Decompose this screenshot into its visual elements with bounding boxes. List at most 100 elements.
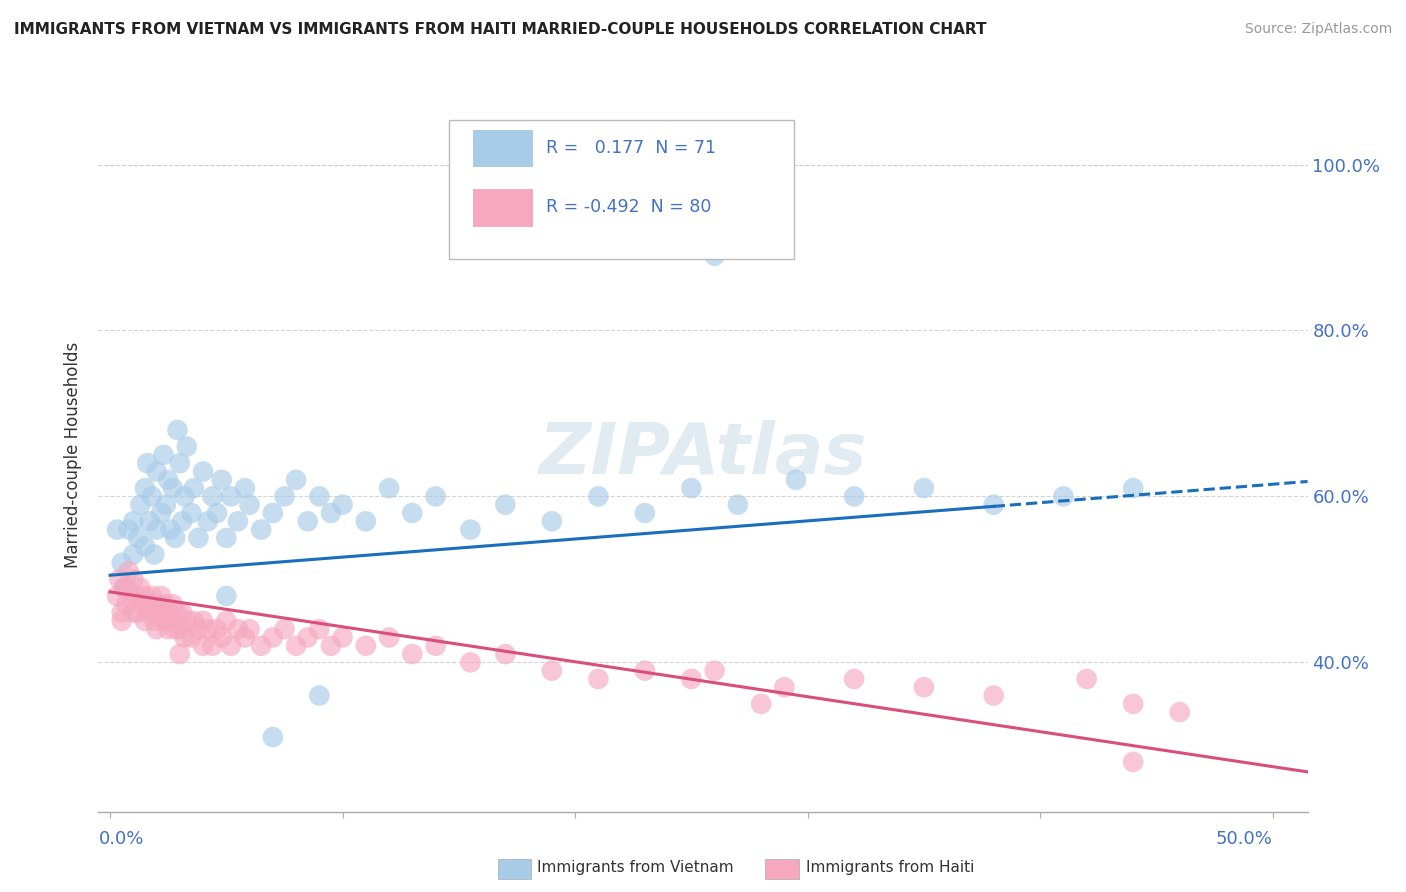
Point xyxy=(145,606,167,620)
Point xyxy=(250,523,273,537)
Point xyxy=(169,456,191,470)
Point xyxy=(124,589,146,603)
Point xyxy=(183,614,205,628)
Point xyxy=(983,689,1005,703)
Point xyxy=(111,606,134,620)
Point xyxy=(681,672,703,686)
Point xyxy=(169,622,191,636)
Point xyxy=(112,581,135,595)
Point xyxy=(540,514,562,528)
Point xyxy=(122,514,145,528)
Point xyxy=(226,622,249,636)
Point xyxy=(122,573,145,587)
Point xyxy=(378,481,401,495)
Point xyxy=(166,423,188,437)
Point xyxy=(173,631,195,645)
Point xyxy=(285,639,308,653)
Point xyxy=(138,606,160,620)
Point xyxy=(191,639,214,653)
Point xyxy=(118,564,141,578)
Point xyxy=(201,490,224,504)
Point xyxy=(912,680,935,694)
Point xyxy=(173,490,195,504)
Point xyxy=(215,531,238,545)
Point xyxy=(262,631,284,645)
Text: R =   0.177  N = 71: R = 0.177 N = 71 xyxy=(546,139,716,157)
Point xyxy=(219,639,242,653)
Point xyxy=(297,514,319,528)
Point xyxy=(145,597,167,611)
Point xyxy=(297,631,319,645)
Point xyxy=(197,622,219,636)
Text: Immigrants from Haiti: Immigrants from Haiti xyxy=(806,860,974,874)
Point xyxy=(115,597,138,611)
Point xyxy=(1168,705,1191,719)
Point xyxy=(308,689,330,703)
Point xyxy=(226,514,249,528)
Point xyxy=(460,523,482,537)
Point xyxy=(401,647,423,661)
Point xyxy=(460,656,482,670)
Point xyxy=(983,498,1005,512)
Point xyxy=(145,523,167,537)
Point xyxy=(285,473,308,487)
Point xyxy=(211,631,233,645)
Point xyxy=(148,606,170,620)
FancyBboxPatch shape xyxy=(474,130,533,168)
Point xyxy=(319,639,342,653)
Point xyxy=(273,490,295,504)
Point xyxy=(134,589,156,603)
Point xyxy=(205,622,228,636)
Point xyxy=(215,589,238,603)
Point xyxy=(197,514,219,528)
Point xyxy=(127,531,149,545)
Point xyxy=(138,514,160,528)
Point xyxy=(912,481,935,495)
Point xyxy=(727,498,749,512)
Point xyxy=(162,597,184,611)
Point xyxy=(354,639,377,653)
Point xyxy=(150,589,173,603)
Point xyxy=(332,631,354,645)
Point xyxy=(494,647,516,661)
Point xyxy=(1122,697,1144,711)
Point xyxy=(136,597,159,611)
FancyBboxPatch shape xyxy=(449,120,793,259)
Point xyxy=(157,622,180,636)
Point xyxy=(239,498,262,512)
Point xyxy=(262,506,284,520)
Point xyxy=(111,614,134,628)
Point xyxy=(250,639,273,653)
Point xyxy=(136,456,159,470)
Point xyxy=(1052,490,1074,504)
Point xyxy=(425,639,447,653)
Point xyxy=(634,664,657,678)
Point xyxy=(773,680,796,694)
Point xyxy=(494,498,516,512)
Point xyxy=(165,531,187,545)
Point xyxy=(785,473,807,487)
Point xyxy=(187,531,209,545)
Point xyxy=(588,672,610,686)
Point xyxy=(239,622,262,636)
Point xyxy=(191,614,214,628)
Point xyxy=(134,539,156,553)
Point xyxy=(425,490,447,504)
Point xyxy=(319,506,342,520)
Text: IMMIGRANTS FROM VIETNAM VS IMMIGRANTS FROM HAITI MARRIED-COUPLE HOUSEHOLDS CORRE: IMMIGRANTS FROM VIETNAM VS IMMIGRANTS FR… xyxy=(14,22,987,37)
Point xyxy=(141,490,163,504)
Point xyxy=(162,481,184,495)
Text: Source: ZipAtlas.com: Source: ZipAtlas.com xyxy=(1244,22,1392,37)
Point xyxy=(401,506,423,520)
Point xyxy=(152,614,174,628)
Point xyxy=(1122,481,1144,495)
Point xyxy=(308,622,330,636)
Point xyxy=(308,490,330,504)
Point xyxy=(215,614,238,628)
Point xyxy=(749,697,772,711)
Point xyxy=(183,481,205,495)
Point xyxy=(120,589,142,603)
Point xyxy=(844,490,866,504)
Point xyxy=(1076,672,1098,686)
Point xyxy=(155,498,177,512)
